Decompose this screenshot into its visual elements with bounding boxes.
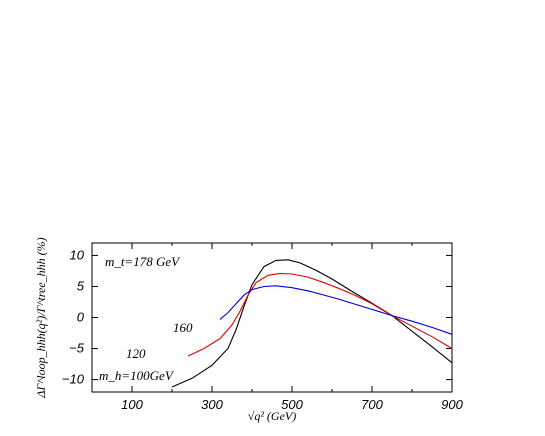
x-tick-label: 500 <box>281 397 303 412</box>
x-axis-label: √q² (GeV) <box>248 409 297 423</box>
annotation-curve-120: 120 <box>126 346 146 361</box>
annotation-mt: m_t=178 GeV <box>105 254 181 269</box>
x-tick-label: 900 <box>441 397 463 412</box>
series-line-120 <box>187 272 453 357</box>
y-tick-label: 10 <box>70 247 85 262</box>
y-axis-label: ΔΓ^loop_hhh(q²)/Γ^tree_hhh (%) <box>34 237 48 398</box>
y-tick-label: −5 <box>69 341 85 356</box>
annotation-curve-160: 160 <box>173 320 193 335</box>
x-tick-label: 100 <box>121 397 143 412</box>
plot-area: 100 300 500 700 900 10 5 0 −5 −10 m_t=178 GeV m_h=1… <box>34 237 464 423</box>
y-tick-label: −10 <box>62 372 85 387</box>
series-line-160 <box>219 285 453 335</box>
y-tick-label: 5 <box>77 278 85 293</box>
y-tick-label: 0 <box>77 310 85 325</box>
annotation-mh: m_h=100GeV <box>99 368 175 383</box>
x-tick-label: 300 <box>201 397 223 412</box>
x-tick-label: 700 <box>361 397 383 412</box>
